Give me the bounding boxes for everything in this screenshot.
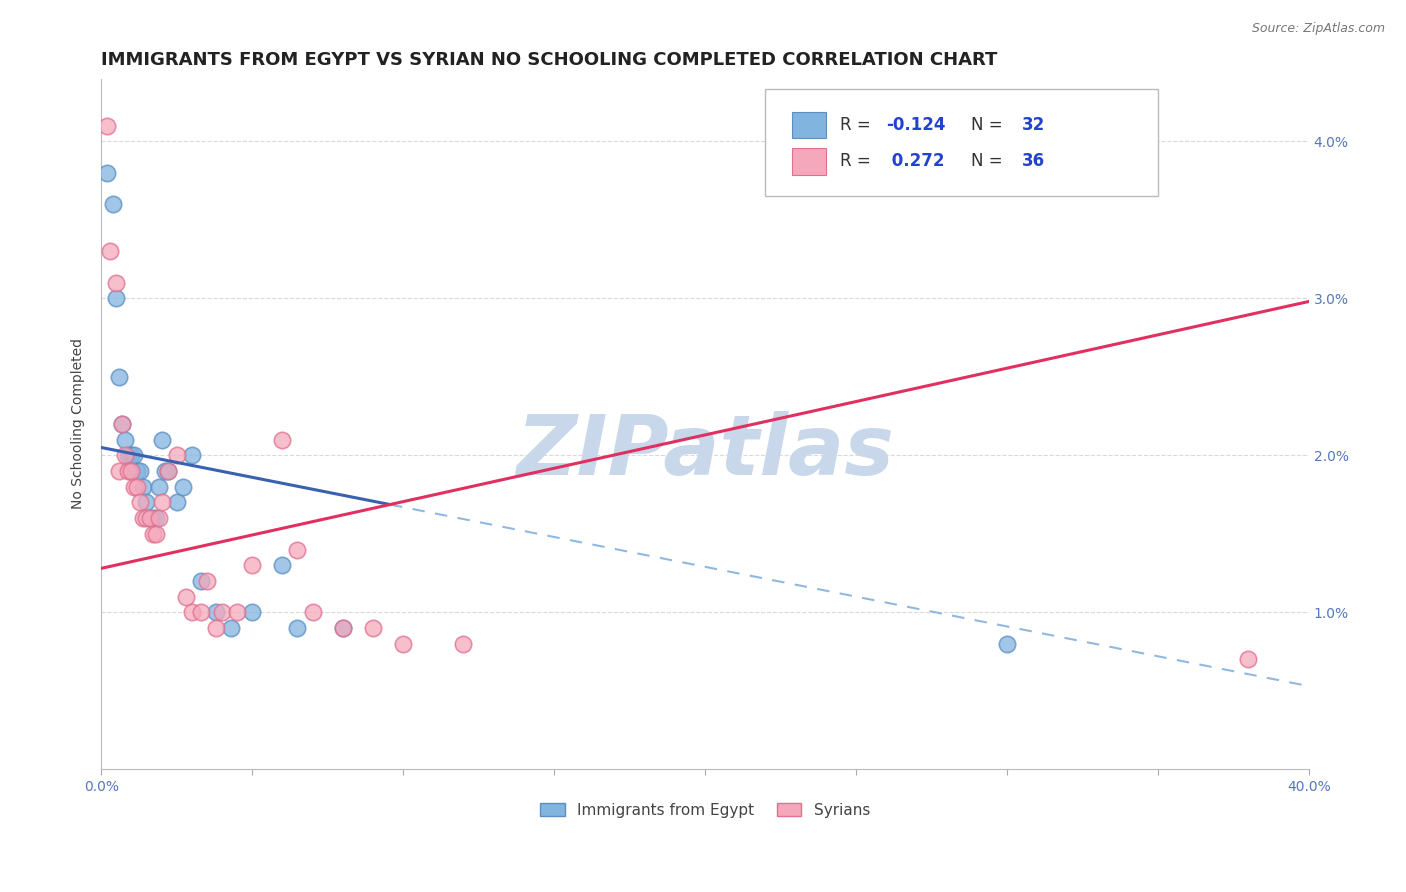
Point bbox=[120, 464, 142, 478]
Point bbox=[287, 542, 309, 557]
Point bbox=[211, 605, 233, 619]
Point bbox=[138, 511, 160, 525]
Point bbox=[132, 511, 155, 525]
Text: ZIPatlas: ZIPatlas bbox=[516, 411, 894, 492]
Point bbox=[172, 480, 194, 494]
Point bbox=[166, 448, 188, 462]
Point bbox=[332, 621, 354, 635]
Point bbox=[190, 605, 212, 619]
Point bbox=[108, 464, 131, 478]
FancyBboxPatch shape bbox=[792, 112, 825, 138]
Text: R =: R = bbox=[841, 116, 876, 134]
Point bbox=[96, 119, 118, 133]
Text: N =: N = bbox=[970, 116, 1008, 134]
Text: IMMIGRANTS FROM EGYPT VS SYRIAN NO SCHOOLING COMPLETED CORRELATION CHART: IMMIGRANTS FROM EGYPT VS SYRIAN NO SCHOO… bbox=[101, 51, 998, 69]
Point bbox=[120, 448, 142, 462]
Point bbox=[120, 464, 142, 478]
Point bbox=[117, 464, 139, 478]
Text: R =: R = bbox=[841, 153, 876, 170]
Point bbox=[156, 464, 179, 478]
FancyBboxPatch shape bbox=[765, 89, 1159, 196]
Point bbox=[96, 166, 118, 180]
Text: -0.124: -0.124 bbox=[886, 116, 946, 134]
Point bbox=[180, 448, 202, 462]
Point bbox=[145, 511, 167, 525]
Point bbox=[150, 495, 173, 509]
Point bbox=[148, 480, 170, 494]
Point bbox=[361, 621, 384, 635]
Text: N =: N = bbox=[970, 153, 1008, 170]
Point bbox=[135, 495, 157, 509]
Point bbox=[453, 637, 475, 651]
Point bbox=[150, 433, 173, 447]
Point bbox=[148, 511, 170, 525]
Point bbox=[287, 621, 309, 635]
Point bbox=[141, 511, 163, 525]
Point bbox=[98, 244, 121, 259]
Point bbox=[124, 448, 146, 462]
Point bbox=[219, 621, 242, 635]
Point bbox=[271, 558, 294, 573]
Point bbox=[141, 526, 163, 541]
Point bbox=[205, 621, 228, 635]
Point bbox=[105, 276, 128, 290]
Point bbox=[180, 605, 202, 619]
Text: 32: 32 bbox=[1021, 116, 1045, 134]
Point bbox=[105, 291, 128, 305]
Point bbox=[301, 605, 323, 619]
Point bbox=[153, 464, 176, 478]
Point bbox=[117, 448, 139, 462]
Point bbox=[114, 448, 136, 462]
Point bbox=[114, 433, 136, 447]
FancyBboxPatch shape bbox=[792, 148, 825, 175]
Text: 0.272: 0.272 bbox=[886, 153, 945, 170]
Point bbox=[166, 495, 188, 509]
Point bbox=[392, 637, 415, 651]
Point bbox=[135, 511, 157, 525]
Point bbox=[1237, 652, 1260, 666]
Point bbox=[226, 605, 249, 619]
Point bbox=[271, 433, 294, 447]
Point bbox=[129, 495, 152, 509]
Point bbox=[205, 605, 228, 619]
Point bbox=[138, 511, 160, 525]
Point bbox=[111, 417, 134, 431]
Point bbox=[240, 605, 263, 619]
Text: Source: ZipAtlas.com: Source: ZipAtlas.com bbox=[1251, 22, 1385, 36]
Point bbox=[124, 480, 146, 494]
Point bbox=[129, 464, 152, 478]
Point bbox=[145, 526, 167, 541]
Point bbox=[190, 574, 212, 588]
Y-axis label: No Schooling Completed: No Schooling Completed bbox=[72, 338, 86, 509]
Point bbox=[127, 480, 149, 494]
Point bbox=[108, 369, 131, 384]
Point bbox=[103, 197, 125, 211]
Point bbox=[127, 464, 149, 478]
Point bbox=[195, 574, 218, 588]
Point bbox=[332, 621, 354, 635]
Point bbox=[132, 480, 155, 494]
Point bbox=[995, 637, 1018, 651]
Point bbox=[156, 464, 179, 478]
Text: 36: 36 bbox=[1021, 153, 1045, 170]
Point bbox=[174, 590, 197, 604]
Legend: Immigrants from Egypt, Syrians: Immigrants from Egypt, Syrians bbox=[534, 797, 876, 824]
Point bbox=[111, 417, 134, 431]
Point bbox=[240, 558, 263, 573]
